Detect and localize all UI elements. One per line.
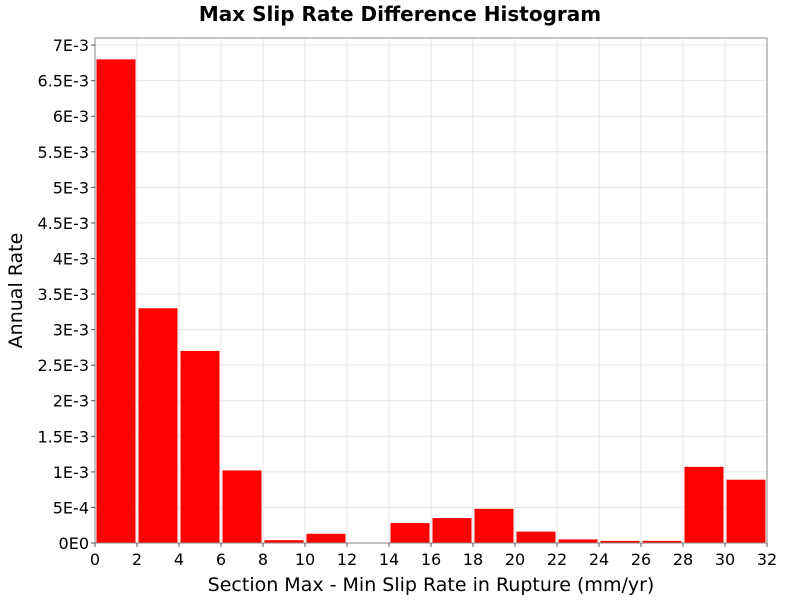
grid-lines: [94, 38, 768, 544]
y-tick-label: 5E-3: [53, 178, 89, 197]
y-tick-label: 4E-3: [53, 249, 89, 268]
histogram-bar: [516, 531, 556, 543]
x-tick-label: 10: [295, 550, 315, 569]
x-tick-label: 20: [505, 550, 525, 569]
x-tick-label: 6: [216, 550, 226, 569]
histogram-bar: [180, 350, 220, 543]
histogram-bar: [390, 523, 430, 543]
x-tick-label: 12: [337, 550, 357, 569]
y-tick-label: 7E-3: [53, 36, 89, 55]
histogram-bar: [558, 539, 598, 543]
x-tick-label: 28: [673, 550, 693, 569]
y-tick-label: 3.5E-3: [37, 285, 89, 304]
x-tick-label: 18: [463, 550, 483, 569]
x-tick-label: 24: [589, 550, 609, 569]
histogram-bar: [726, 479, 766, 543]
chart-title: Max Slip Rate Difference Histogram: [198, 2, 602, 26]
x-tick-label: 32: [757, 550, 777, 569]
y-axis-ticks: 0E0 5E-4 1E-3 1.5E-3 2E-3 2.5E-3 3E-3 3.5E-3 4E-…: [37, 36, 95, 553]
y-tick-label: 4.5E-3: [37, 214, 89, 233]
y-tick-label: 0E0: [59, 534, 89, 553]
bars: [96, 59, 766, 544]
y-tick-label: 6E-3: [53, 107, 89, 126]
x-tick-label: 16: [421, 550, 441, 569]
x-tick-label: 22: [547, 550, 567, 569]
y-axis-title: Annual Rate: [5, 233, 27, 349]
y-tick-label: 6.5E-3: [37, 72, 89, 91]
histogram-bar: [138, 308, 178, 543]
histogram-bar: [642, 540, 682, 543]
x-tick-label: 14: [379, 550, 399, 569]
y-tick-label: 2E-3: [53, 392, 89, 411]
histogram-bar: [306, 533, 346, 543]
x-tick-label: 30: [715, 550, 735, 569]
histogram-bar: [474, 508, 514, 543]
y-tick-label: 5E-4: [53, 498, 89, 517]
x-axis-title: Section Max - Min Slip Rate in Rupture (…: [208, 574, 655, 596]
histogram-bar: [264, 540, 304, 543]
x-tick-label: 4: [174, 550, 184, 569]
y-tick-label: 3E-3: [53, 321, 89, 340]
y-tick-label: 1E-3: [53, 463, 89, 482]
x-tick-label: 8: [258, 550, 268, 569]
y-tick-label: 2.5E-3: [37, 356, 89, 375]
x-axis-ticks: 0 2 4 6 8 10 12 14 16 18 20 22 24 26 28 30 32: [90, 543, 777, 569]
x-tick-label: 26: [631, 550, 651, 569]
histogram-bar: [96, 59, 136, 544]
histogram-bar: [432, 518, 472, 543]
histogram-bar: [600, 540, 640, 543]
histogram-bar: [684, 466, 724, 543]
x-tick-label: 0: [90, 550, 100, 569]
x-tick-label: 2: [132, 550, 142, 569]
histogram-bar: [222, 470, 262, 543]
y-tick-label: 5.5E-3: [37, 143, 89, 162]
y-tick-label: 1.5E-3: [37, 427, 89, 446]
